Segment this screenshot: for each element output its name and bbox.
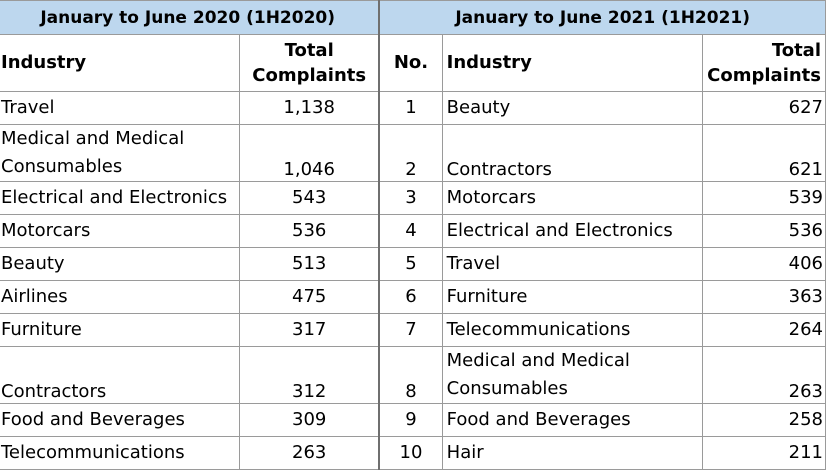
- total-2020-cell: 536: [239, 214, 380, 248]
- total-2020-cell: 263: [239, 436, 380, 470]
- rank-cell: 6: [378, 280, 443, 314]
- total-complaints-header-2020: Total Complaints: [239, 34, 380, 92]
- rank-cell: 9: [378, 403, 443, 437]
- industry-2020-cell: Telecommunications: [0, 436, 241, 470]
- industry-2020-cell: Medical and Medical Consumables: [0, 124, 241, 182]
- industry-2021-cell: Travel: [441, 247, 704, 281]
- total-header-line1: Total: [284, 40, 334, 61]
- total-2020-cell: 513: [239, 247, 380, 281]
- total-2021-cell: 621: [702, 124, 826, 182]
- industry-2021-cell: Motorcars: [441, 181, 704, 215]
- total-2020-cell: 317: [239, 313, 380, 347]
- total-header-line2: Complaints: [707, 65, 821, 86]
- industry-2020-cell: Motorcars: [0, 214, 241, 248]
- total-2021-cell: 406: [702, 247, 826, 281]
- rank-cell: 1: [378, 91, 443, 125]
- industry-2021-cell: Furniture: [441, 280, 704, 314]
- total-2020-cell: 475: [239, 280, 380, 314]
- industry-2021-cell: Food and Beverages: [441, 403, 704, 437]
- rank-cell: 5: [378, 247, 443, 281]
- table-row: Telecommunications 263 10 Hair 211: [0, 436, 826, 470]
- total-header-line2: Complaints: [252, 65, 367, 86]
- total-2021-cell: 539: [702, 181, 826, 215]
- rank-cell: 4: [378, 214, 443, 248]
- rank-cell: 2: [378, 124, 443, 182]
- industry-2020-cell: Travel: [0, 91, 241, 125]
- rank-cell: 8: [378, 346, 443, 404]
- industry-header-2021: Industry: [441, 34, 704, 92]
- industry-2020-cell: Beauty: [0, 247, 241, 281]
- total-2021-cell: 263: [702, 346, 826, 404]
- table-row: Beauty 513 5 Travel 406: [0, 247, 826, 281]
- no-header: No.: [378, 34, 443, 92]
- industry-2020-cell: Contractors: [0, 346, 241, 404]
- industry-2021-cell: Hair: [441, 436, 704, 470]
- total-2020-cell: 1,046: [239, 124, 380, 182]
- total-2021-cell: 211: [702, 436, 826, 470]
- total-header-line1: Total: [771, 40, 821, 61]
- table-row: Contractors 312 8 Medical and Medical Consu…: [0, 346, 826, 404]
- rank-cell: 3: [378, 181, 443, 215]
- total-2021-cell: 627: [702, 91, 826, 125]
- total-2021-cell: 363: [702, 280, 826, 314]
- total-2020-cell: 543: [239, 181, 380, 215]
- period-2021-header: January to June 2021 (1H2021): [378, 0, 827, 35]
- table-row: Furniture 317 7 Telecommunications 264: [0, 313, 826, 347]
- industry-2021-cell: Beauty: [441, 91, 704, 125]
- table-row: Medical and Medical Consumables 1,046 2 Con…: [0, 124, 826, 182]
- industry-2021-cell: Contractors: [441, 124, 704, 182]
- period-2020-header: January to June 2020 (1H2020): [0, 0, 380, 35]
- total-2021-cell: 536: [702, 214, 826, 248]
- table-row: Motorcars 536 4 Electrical and Electronics 5…: [0, 214, 826, 248]
- total-2020-cell: 309: [239, 403, 380, 437]
- total-2020-cell: 312: [239, 346, 380, 404]
- table-row: Food and Beverages 309 9 Food and Beverages…: [0, 403, 826, 437]
- industry-2020-cell: Airlines: [0, 280, 241, 314]
- table-row: Travel 1,138 1 Beauty 627: [0, 91, 826, 125]
- industry-2020-cell: Furniture: [0, 313, 241, 347]
- rank-cell: 7: [378, 313, 443, 347]
- table-body: Travel 1,138 1 Beauty 627 Medical and Medical…: [0, 91, 826, 470]
- rank-cell: 10: [378, 436, 443, 470]
- industry-2021-cell: Electrical and Electronics: [441, 214, 704, 248]
- industry-2021-cell: Medical and Medical Consumables: [441, 346, 704, 404]
- total-2021-cell: 258: [702, 403, 826, 437]
- total-2021-cell: 264: [702, 313, 826, 347]
- industry-2021-cell: Telecommunications: [441, 313, 704, 347]
- total-complaints-header-2021: Total Complaints: [702, 34, 826, 92]
- table-row: Airlines 475 6 Furniture 363: [0, 280, 826, 314]
- industry-2020-cell: Food and Beverages: [0, 403, 241, 437]
- total-2020-cell: 1,138: [239, 91, 380, 125]
- industry-2020-cell: Electrical and Electronics: [0, 181, 241, 215]
- industry-header-2020: Industry: [0, 34, 241, 92]
- table-row: Electrical and Electronics 543 3 Motorcars 5…: [0, 181, 826, 215]
